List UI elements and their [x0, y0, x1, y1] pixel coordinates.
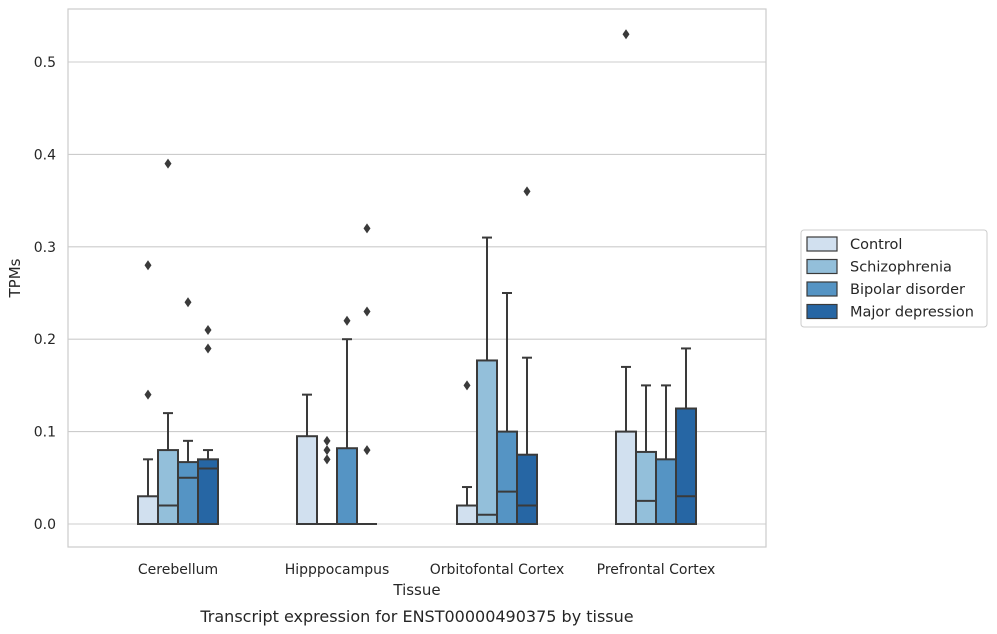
- chart-caption: Transcript expression for ENST0000049037…: [199, 607, 633, 626]
- outlier-point: [343, 315, 351, 326]
- legend-item: Schizophrenia: [806, 258, 952, 276]
- legend-swatch: [806, 236, 838, 252]
- y-tick-label: 0.0: [34, 517, 56, 533]
- box-body: [655, 458, 677, 526]
- box-element: [496, 292, 518, 526]
- legend-label: Control: [850, 237, 902, 253]
- legend-item: Control: [806, 236, 902, 253]
- outlier-point: [323, 454, 331, 465]
- box-body: [157, 449, 179, 525]
- box-body: [137, 495, 159, 525]
- plot-area-frame: [67, 8, 767, 548]
- y-tick-label: 0.1: [34, 425, 56, 441]
- outlier-point: [363, 223, 371, 234]
- box-element: [336, 315, 358, 525]
- box-element: [655, 384, 677, 526]
- box-element: [177, 297, 199, 526]
- x-tick-label: Hipppocampus: [285, 562, 390, 578]
- box-body: [456, 504, 478, 525]
- y-tick-label: 0.5: [34, 55, 56, 71]
- y-tick-label: 0.4: [34, 147, 56, 163]
- outlier-point: [323, 435, 331, 446]
- box-element: [296, 393, 318, 525]
- legend-frame: [800, 229, 988, 328]
- legend-items: Control Schizophrenia Bipolar disorder Majo…: [806, 236, 974, 321]
- y-axis-ticks: 0.0 0.1 0.2 0.3 0.4 0.5: [34, 55, 56, 533]
- box-body: [177, 461, 199, 526]
- box-plot-series: [137, 29, 697, 526]
- outlier-point: [164, 158, 172, 169]
- legend-swatch: [806, 303, 838, 320]
- box-element: [317, 435, 337, 525]
- legend-label: Major depression: [850, 305, 974, 321]
- box-element: [635, 384, 657, 526]
- y-axis-title: TPMs: [6, 258, 24, 298]
- outlier-point: [463, 380, 471, 391]
- outlier-point: [363, 445, 371, 456]
- outlier-point: [622, 29, 630, 40]
- outlier-point: [184, 297, 192, 308]
- outlier-point: [363, 306, 371, 317]
- legend-item: Bipolar disorder: [806, 281, 965, 298]
- legend-item: Major depression: [806, 303, 974, 321]
- box-element: [137, 260, 159, 525]
- outlier-point: [323, 445, 331, 456]
- box-element: [456, 380, 478, 525]
- outlier-point: [204, 324, 212, 335]
- legend-swatch: [806, 258, 838, 275]
- box-body: [516, 453, 538, 526]
- outlier-point: [144, 260, 152, 271]
- box-element: [675, 347, 697, 525]
- box-element: [357, 223, 377, 525]
- outlier-point: [144, 389, 152, 400]
- x-axis-title: Tissue: [392, 581, 440, 599]
- legend: Control Schizophrenia Bipolar disorder Majo…: [800, 229, 988, 328]
- outlier-point: [523, 186, 531, 197]
- box-element: [516, 186, 538, 526]
- box-body: [675, 407, 697, 525]
- outlier-point: [204, 343, 212, 354]
- legend-swatch: [806, 281, 838, 297]
- x-axis-ticks: Cerebellum Hipppocampus Orbitofontal Corte…: [138, 562, 715, 578]
- box-body: [496, 430, 518, 526]
- box-body: [615, 430, 637, 526]
- y-tick-label: 0.3: [34, 240, 56, 256]
- legend-label: Schizophrenia: [850, 260, 952, 276]
- box-body: [336, 447, 358, 525]
- x-tick-label: Cerebellum: [138, 562, 218, 578]
- box-body: [476, 359, 498, 525]
- x-tick-label: Orbitofontal Cortex: [430, 562, 565, 578]
- x-tick-label: Prefrontal Cortex: [597, 562, 716, 578]
- box-body: [635, 450, 657, 526]
- legend-label: Bipolar disorder: [850, 282, 965, 298]
- y-tick-label: 0.2: [34, 332, 56, 348]
- box-element: [197, 324, 219, 526]
- box-element: [476, 236, 498, 525]
- box-body: [197, 458, 219, 526]
- box-element: [157, 158, 179, 525]
- box-body: [296, 435, 318, 525]
- box-element: [615, 29, 637, 526]
